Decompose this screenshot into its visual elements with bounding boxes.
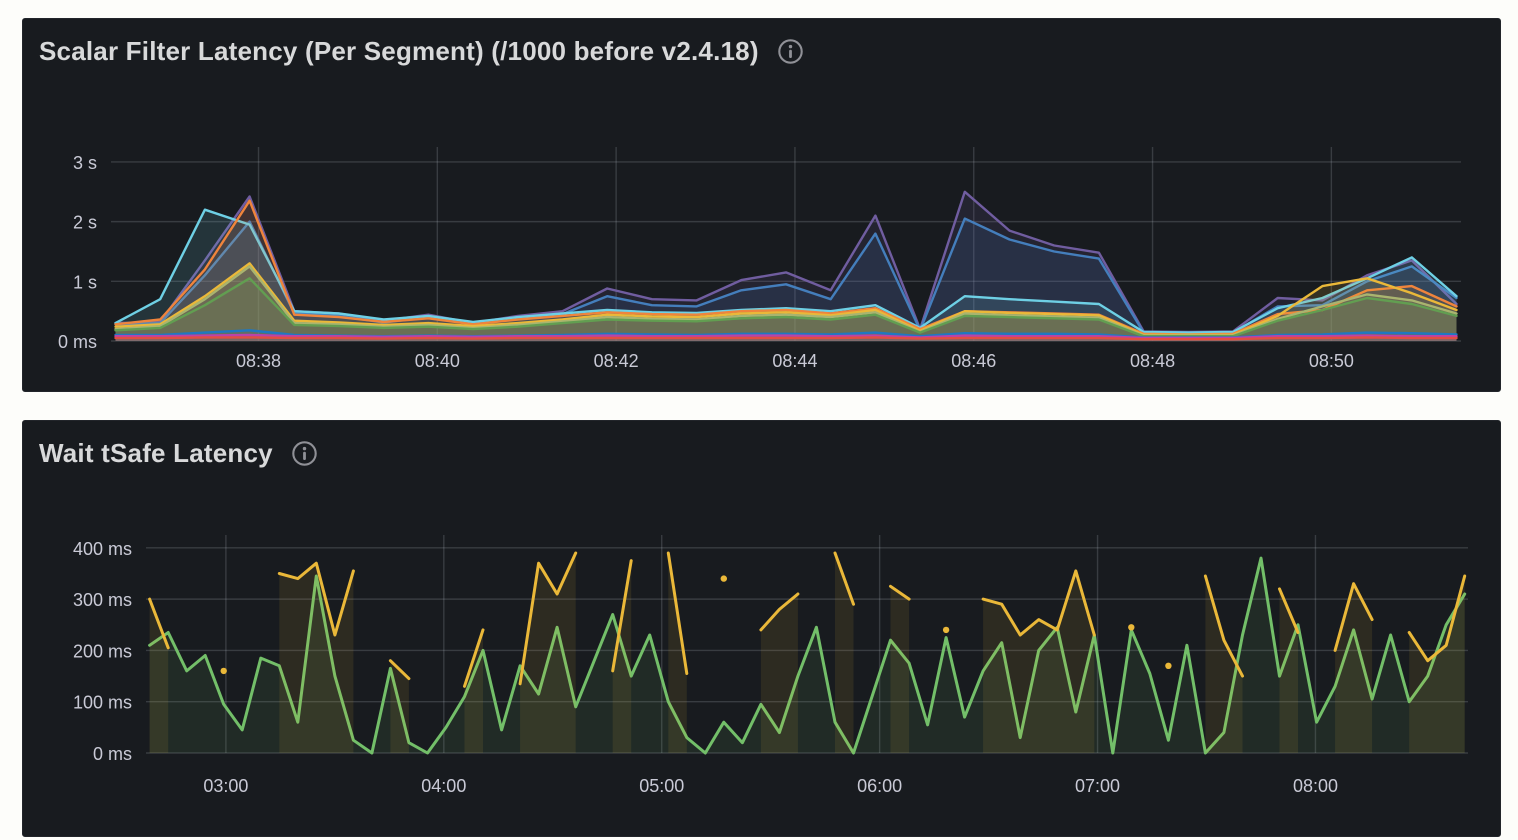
series-fill [520,553,576,753]
y-axis-tick-label: 100 ms [73,693,132,713]
series-line [666,551,689,675]
series-line [518,551,578,686]
x-axis-tick-label: 07:00 [1075,776,1120,796]
series-point [942,626,950,634]
series-fill [1205,576,1243,753]
x-axis-tick-label: 08:50 [1309,351,1354,371]
series-line [277,561,355,637]
series-fill [464,629,483,753]
panel-header: Wait tSafe Latency [23,421,1500,468]
x-axis-tick-label: 03:00 [203,776,248,796]
y-axis-tick-label: 0 ms [58,332,97,352]
series-line [1278,587,1300,634]
panel-scalar-filter-latency: Scalar Filter Latency (Per Segment) (/10… [22,18,1501,392]
series-line [148,556,1467,755]
y-axis-tick-label: 3 s [73,153,97,173]
y-axis-tick-label: 2 s [73,213,97,233]
series-fill [760,594,798,753]
info-icon[interactable] [777,38,804,65]
series-fill [279,563,354,753]
series-fill [835,553,854,753]
series-fill [1409,576,1465,753]
series-fill [983,570,1095,753]
x-axis-tick-label: 04:00 [421,776,466,796]
series-line [1333,582,1374,652]
y-axis-tick-label: 200 ms [73,641,132,661]
series-point [220,667,227,675]
panel-header: Scalar Filter Latency (Per Segment) (/10… [23,19,1500,66]
series-line [833,551,855,606]
series-fill [1279,588,1298,753]
x-axis-tick-label: 08:48 [1130,351,1175,371]
x-axis-tick-label: 08:42 [594,351,639,371]
x-axis-tick-label: 08:38 [236,351,281,371]
x-axis-tick-label: 06:00 [857,776,902,796]
series-fill [890,586,910,753]
series-line [889,584,911,601]
x-axis-tick-label: 08:40 [415,351,460,371]
series-line [114,336,1458,341]
y-axis-tick-label: 0 ms [93,744,132,764]
y-axis-tick-label: 400 ms [73,539,132,559]
x-axis-tick-label: 08:46 [951,351,996,371]
series-line [388,659,411,681]
wait-tsafe-latency-chart[interactable]: 0 ms 100 ms 200 ms 300 ms 400 ms 03:00 04:00 05… [23,485,1500,829]
series-point [1128,624,1135,631]
x-axis-tick-label: 08:44 [772,351,817,371]
series-line [463,628,485,688]
panel-title[interactable]: Scalar Filter Latency (Per Segment) (/10… [39,35,759,66]
series-fill [115,218,1457,341]
series-line [1407,574,1467,663]
series-line [611,559,633,673]
series-line [759,592,800,632]
series-fill [115,337,1457,341]
series-line [1203,574,1244,678]
info-icon[interactable] [291,440,318,467]
panel-wait-tsafe-latency: Wait tSafe Latency 0 ms 100 ms 200 ms 300 m… [22,420,1501,837]
series-point [720,575,727,582]
info-icon-glyph [292,440,317,466]
series-fill [1335,583,1373,753]
info-icon-glyph [777,38,803,64]
series-fill [668,553,687,753]
series-line [148,597,170,650]
series-fill [115,191,1457,341]
series-line [981,569,1096,637]
series-fill [390,660,409,753]
series-fill [612,560,632,753]
x-axis-tick-label: 05:00 [639,776,684,796]
y-axis-tick-label: 1 s [73,272,97,292]
panel-title[interactable]: Wait tSafe Latency [39,437,273,468]
series-point [1165,662,1172,669]
scalar-filter-latency-chart[interactable]: 0 ms 1 s 2 s 3 s 08:38 08:40 08:42 08:44 08:46 08… [23,101,1500,391]
y-axis-tick-label: 300 ms [73,590,132,610]
series-line [114,208,1458,334]
x-axis-tick-label: 08:00 [1293,776,1338,796]
